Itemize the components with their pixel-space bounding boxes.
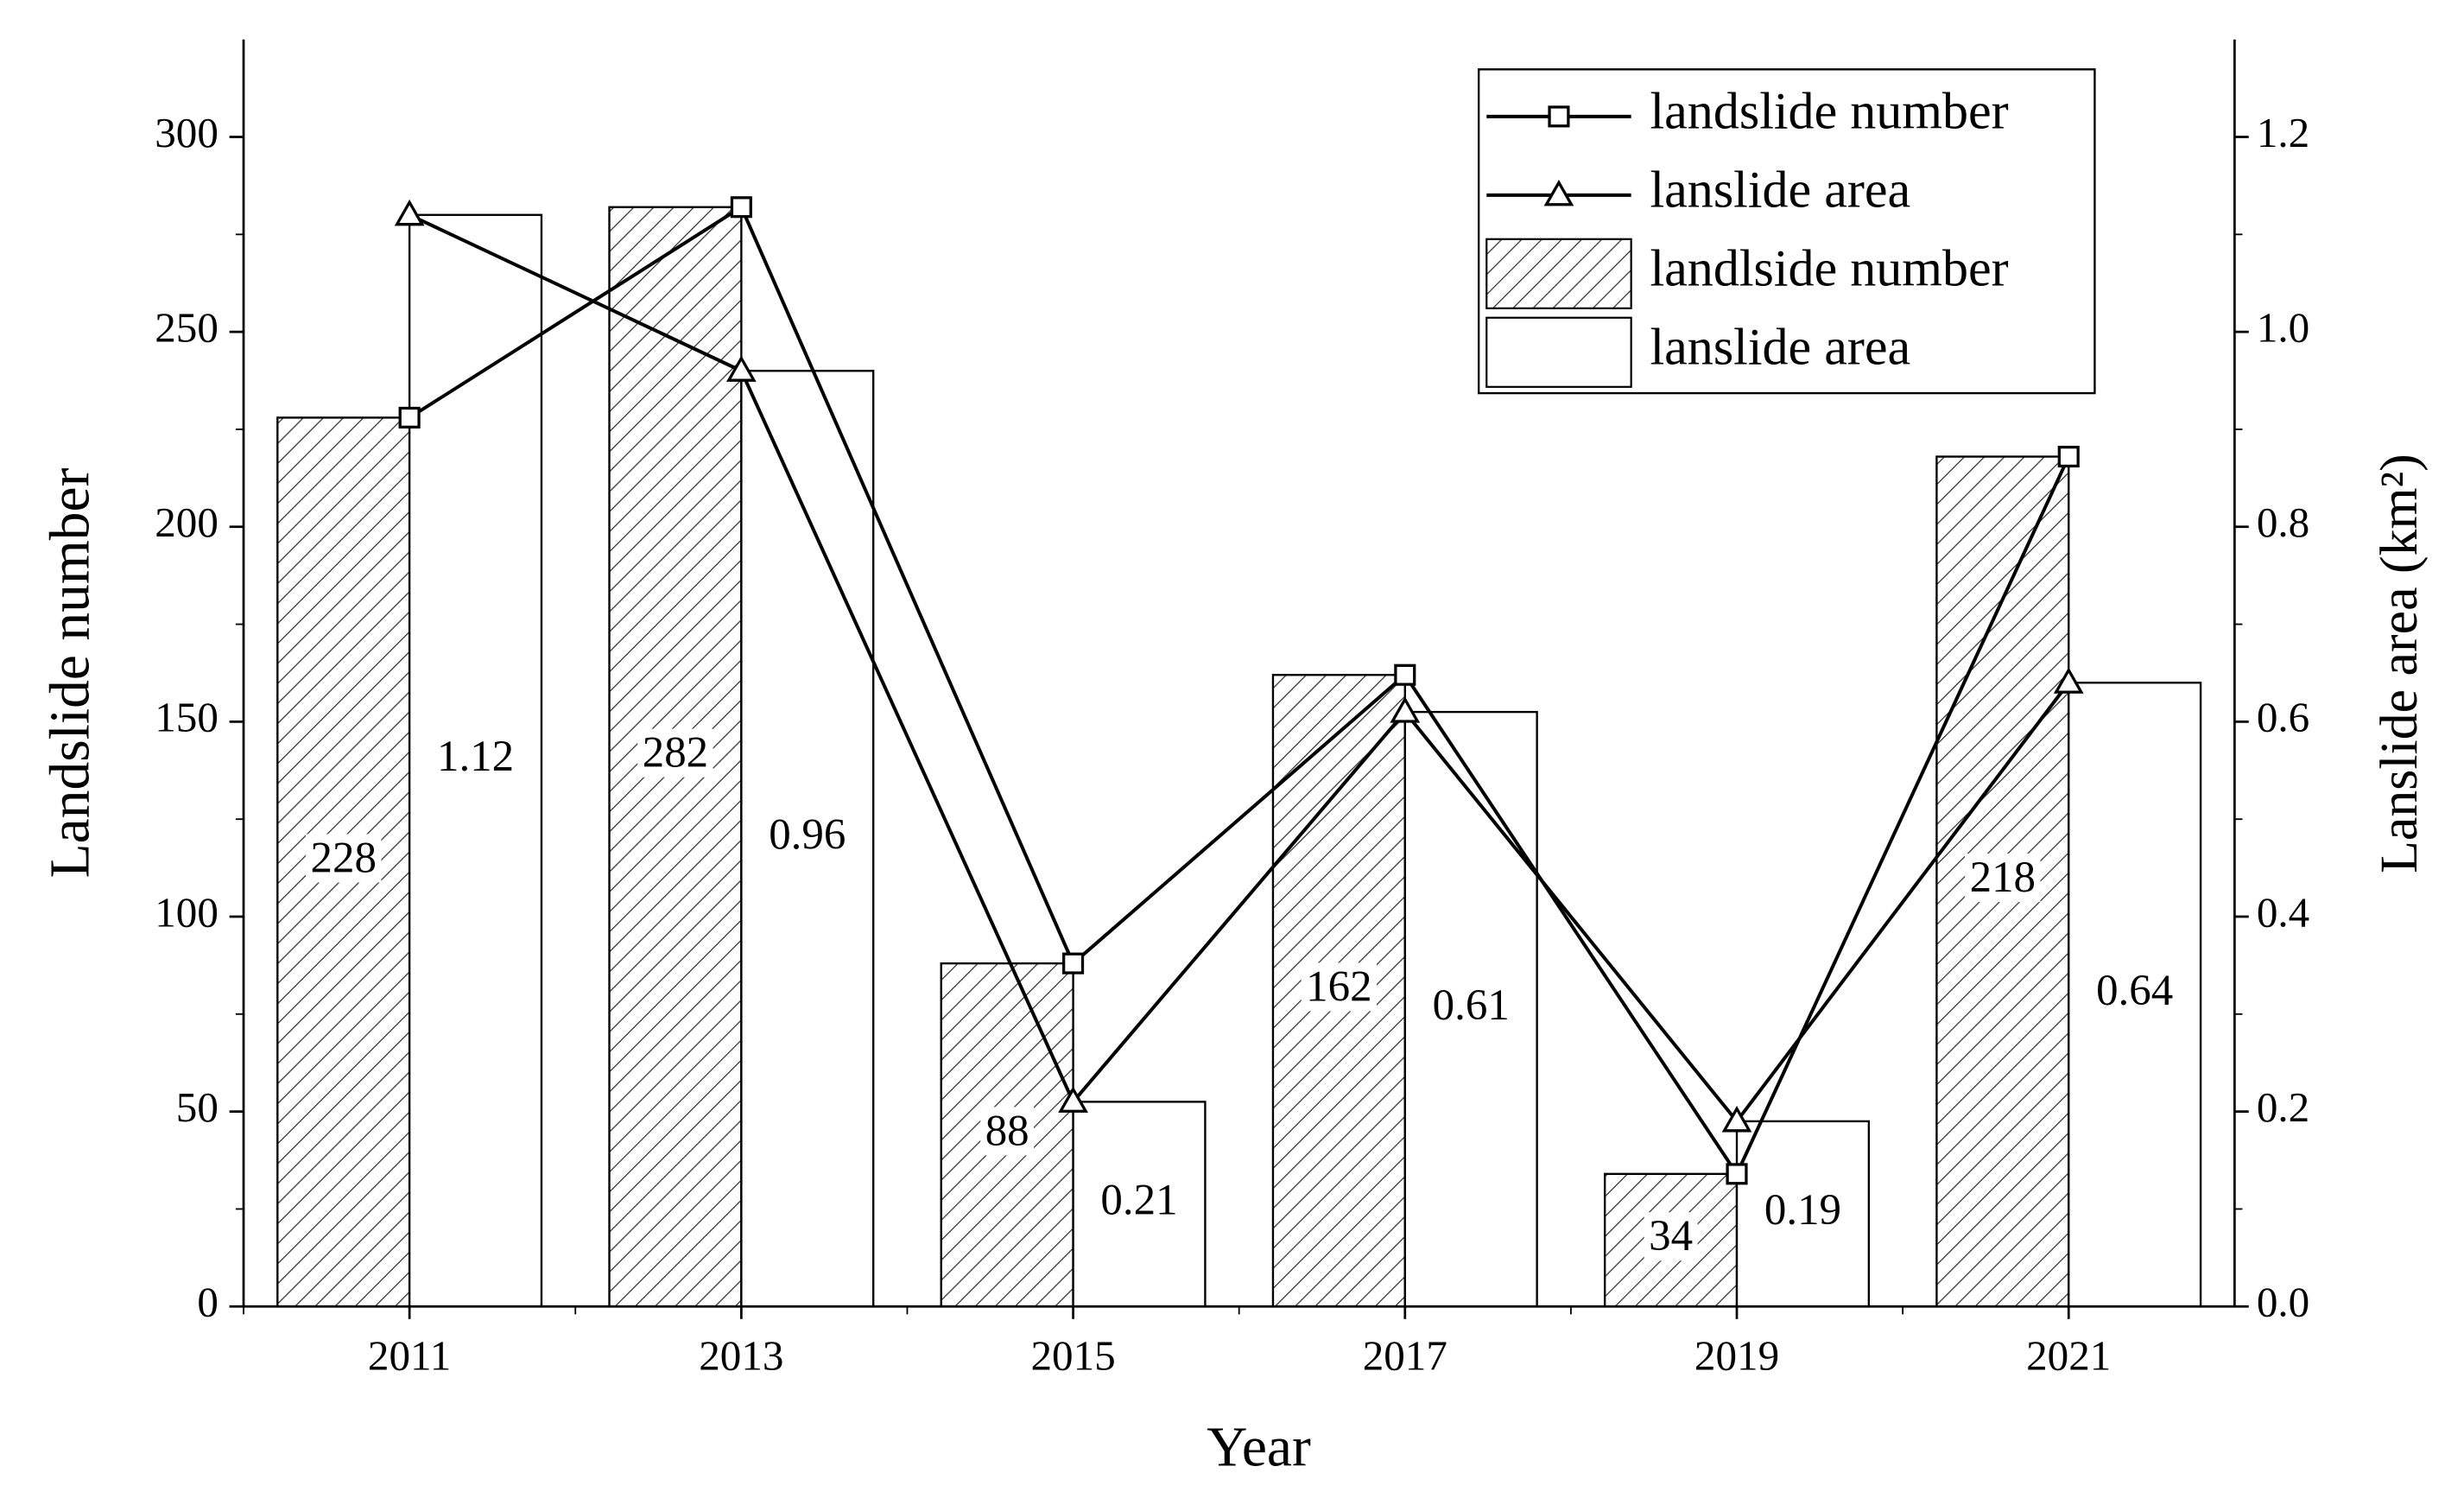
- marker: [730, 196, 752, 219]
- y2-tick-label: 0.2: [2257, 1083, 2309, 1131]
- marker: [1062, 952, 1085, 975]
- data-label: 1.12: [437, 733, 514, 781]
- marker: [1726, 1163, 1748, 1185]
- data-label-bg: [1644, 1212, 1698, 1261]
- marker: [1543, 179, 1574, 206]
- y-tick-label: 150: [155, 694, 219, 741]
- y-tick-label: 50: [176, 1083, 219, 1131]
- line: [409, 213, 2070, 1125]
- data-label-bg: [1759, 1185, 1846, 1235]
- y2-tick-label: 0.4: [2257, 888, 2309, 936]
- data-label: 34: [1649, 1212, 1693, 1260]
- y2-tick-label: 0.6: [2257, 694, 2309, 741]
- y-tick-label: 300: [155, 109, 219, 156]
- y-tick-label: 100: [155, 888, 219, 936]
- data-label: 282: [643, 729, 708, 778]
- x-tick-label: 2021: [2026, 1331, 2111, 1379]
- data-label-bg: [763, 810, 851, 860]
- legend-label: lanslide area: [1650, 318, 1910, 376]
- marker: [1058, 1086, 1088, 1113]
- x-tick-label: 2015: [1030, 1331, 1115, 1379]
- marker: [1721, 1106, 1752, 1133]
- y2-tick-label: 1.2: [2257, 109, 2309, 156]
- y2-axis-title: Lanslide area (km²): [2370, 454, 2429, 873]
- line: [409, 204, 2071, 1178]
- y-tick-label: 0: [197, 1279, 219, 1326]
- data-label-bg: [1428, 981, 1515, 1030]
- data-label: 0.96: [769, 810, 846, 859]
- data-label: 0.21: [1100, 1176, 1177, 1224]
- marker: [1548, 105, 1570, 128]
- x-axis-title: Year: [1207, 1416, 1311, 1478]
- legend: landslide number lanslide area landlside n…: [1477, 68, 2096, 395]
- marker: [725, 355, 757, 382]
- marker: [398, 406, 421, 429]
- marker: [1390, 696, 1421, 723]
- y2-tick-label: 0.8: [2257, 498, 2309, 546]
- legend-swatch: [1485, 316, 1632, 388]
- legend-label: lanslide area: [1650, 161, 1910, 219]
- data-label: 228: [311, 835, 377, 883]
- data-label: 0.64: [2096, 967, 2173, 1015]
- marker: [1394, 663, 1416, 686]
- legend-label: landslide number: [1650, 82, 2008, 140]
- x-tick-label: 2011: [368, 1331, 451, 1379]
- x-tick-label: 2013: [699, 1331, 783, 1379]
- data-label-bg: [2091, 966, 2178, 1015]
- y-tick-label: 200: [155, 498, 219, 546]
- data-label: 0.61: [1433, 981, 1510, 1030]
- data-label-bg: [980, 1107, 1035, 1156]
- marker: [2057, 445, 2080, 468]
- data-label: 0.19: [1764, 1186, 1841, 1235]
- data-label-bg: [1301, 962, 1378, 1012]
- y2-tick-label: 0.0: [2257, 1279, 2309, 1326]
- y-tick-label: 250: [155, 303, 219, 351]
- data-label: 88: [985, 1107, 1029, 1155]
- legend-label: landlside number: [1650, 239, 2008, 297]
- marker: [394, 199, 425, 226]
- data-label-bg: [1095, 1176, 1183, 1225]
- legend-swatch: [1485, 238, 1632, 309]
- y2-tick-label: 1.0: [2257, 303, 2309, 351]
- marker: [2053, 667, 2084, 694]
- data-label-bg: [306, 834, 382, 883]
- data-label: 218: [1970, 854, 2036, 902]
- y-axis-title: Landslide number: [39, 467, 101, 878]
- data-label-bg: [432, 733, 519, 782]
- data-label-bg: [637, 728, 713, 778]
- x-tick-label: 2017: [1363, 1331, 1447, 1379]
- data-label-bg: [1965, 854, 2041, 903]
- x-tick-label: 2019: [1694, 1331, 1779, 1379]
- data-label: 162: [1306, 962, 1371, 1011]
